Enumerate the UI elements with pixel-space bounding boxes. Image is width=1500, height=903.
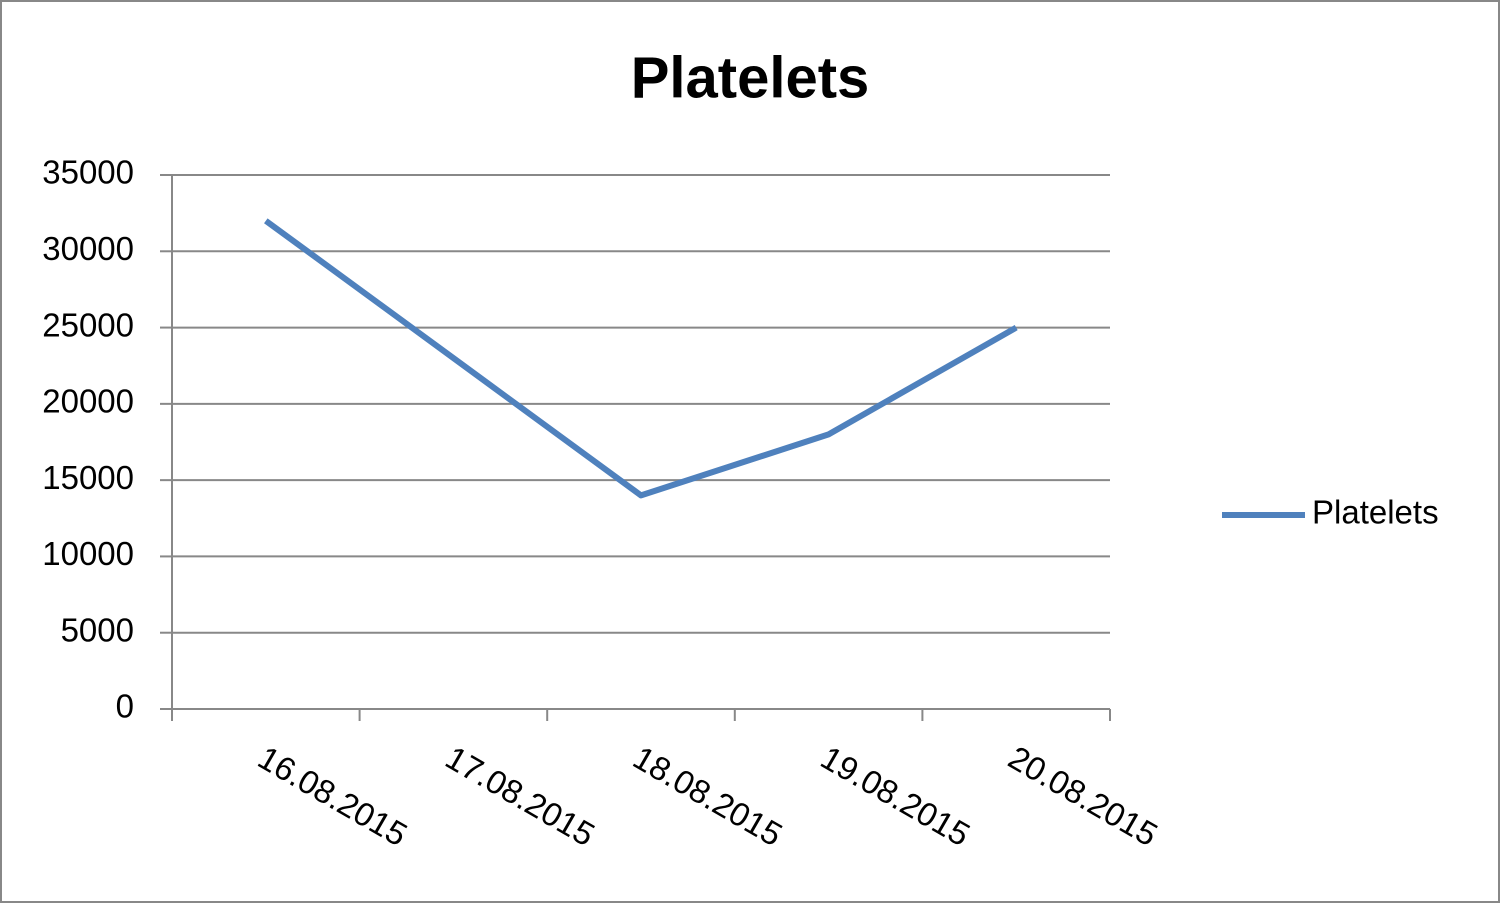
y-tick-label: 10000 xyxy=(42,535,134,572)
data-line xyxy=(264,218,1018,499)
y-tick-label: 30000 xyxy=(42,230,134,267)
y-tick-label: 0 xyxy=(116,688,134,725)
y-tick-label: 25000 xyxy=(42,306,134,343)
y-tick-label: 20000 xyxy=(42,383,134,420)
y-tick-label: 5000 xyxy=(61,611,134,648)
legend-label: Platelets xyxy=(1312,494,1439,531)
y-tick-label: 35000 xyxy=(42,154,134,191)
chart-title: Platelets xyxy=(631,45,870,110)
y-tick-label: 15000 xyxy=(42,459,134,496)
